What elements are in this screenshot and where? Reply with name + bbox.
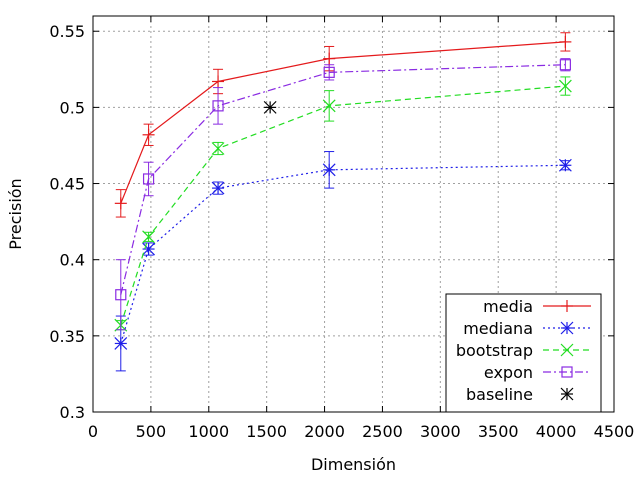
series-media xyxy=(114,32,572,218)
data-point-mediana xyxy=(322,163,336,177)
x-tick-label: 500 xyxy=(136,422,167,441)
legend-marker xyxy=(561,366,573,378)
data-point-mediana xyxy=(558,158,572,172)
tick-layer: 0 500 1000 1500 2000 2500 3000 3500 4000 4500 0.3 0… xyxy=(49,16,634,441)
legend-marker xyxy=(560,387,574,401)
x-tick-label: 1500 xyxy=(246,422,287,441)
x-tick-label: 0 xyxy=(88,422,98,441)
data-point-mediana xyxy=(142,242,155,256)
legend-entry-media: media xyxy=(483,297,591,316)
legend-label: baseline xyxy=(466,385,533,404)
data-point-media xyxy=(559,35,572,48)
y-tick-label: 0.45 xyxy=(49,175,85,194)
y-tick-label: 0.35 xyxy=(49,327,85,346)
data-point-expon xyxy=(142,173,155,185)
legend-label: mediana xyxy=(463,319,533,338)
plot-frame xyxy=(92,15,615,413)
legend-entry-expon: expon xyxy=(484,363,591,382)
x-axis-label: Dimensión xyxy=(311,455,396,474)
legend-label: bootstrap xyxy=(456,341,533,360)
error-bar-expon xyxy=(560,58,571,72)
data-point-expon xyxy=(212,100,224,112)
data-point-bootstrap xyxy=(211,142,225,155)
data-point-mediana xyxy=(211,181,225,195)
series-line-expon xyxy=(120,64,566,295)
y-tick-label: 0.4 xyxy=(60,251,85,270)
error-bar-expon xyxy=(143,161,154,197)
legend: media mediana bootstrap expon baseline xyxy=(445,293,602,413)
x-tick-label: 3000 xyxy=(420,422,461,441)
data-point-expon xyxy=(559,59,571,71)
legend-marker xyxy=(560,321,574,335)
legend-marker xyxy=(560,343,574,357)
data-point-bootstrap xyxy=(322,99,336,113)
y-tick-label: 0.3 xyxy=(60,403,85,422)
data-point-media xyxy=(114,197,127,210)
data-point-media xyxy=(142,128,155,141)
legend-marker xyxy=(561,300,573,312)
legend-entry-mediana: mediana xyxy=(463,319,591,338)
x-tick-label: 2000 xyxy=(304,422,345,441)
x-tick-label: 4000 xyxy=(536,422,577,441)
x-tick-label: 3500 xyxy=(478,422,519,441)
series-mediana xyxy=(114,151,572,372)
series-bootstrap xyxy=(114,76,572,332)
legend-entry-baseline: baseline xyxy=(466,385,574,404)
x-tick-label: 2500 xyxy=(362,422,403,441)
x-tick-label: 1000 xyxy=(188,422,229,441)
data-point-bootstrap xyxy=(558,79,572,93)
x-tick-label: 4500 xyxy=(594,422,635,441)
data-point-media xyxy=(323,52,336,65)
y-axis-label: Precisión xyxy=(6,178,25,249)
legend-label: expon xyxy=(484,363,533,382)
legend-box xyxy=(445,293,602,413)
error-bar-expon xyxy=(213,87,224,125)
data-point-bootstrap xyxy=(142,230,155,244)
series-expon xyxy=(115,58,571,331)
error-bar-expon xyxy=(115,259,126,331)
series-layer xyxy=(114,32,572,372)
data-point-mediana xyxy=(114,337,128,350)
series-baseline xyxy=(263,100,277,114)
legend-label: media xyxy=(483,297,533,316)
legend-entry-bootstrap: bootstrap xyxy=(456,341,591,360)
y-tick-label: 0.55 xyxy=(49,22,85,41)
y-tick-label: 0.5 xyxy=(60,98,85,117)
data-point-media xyxy=(212,75,225,88)
data-point-baseline xyxy=(263,100,277,114)
data-point-expon xyxy=(323,66,335,78)
data-point-expon xyxy=(115,289,127,301)
